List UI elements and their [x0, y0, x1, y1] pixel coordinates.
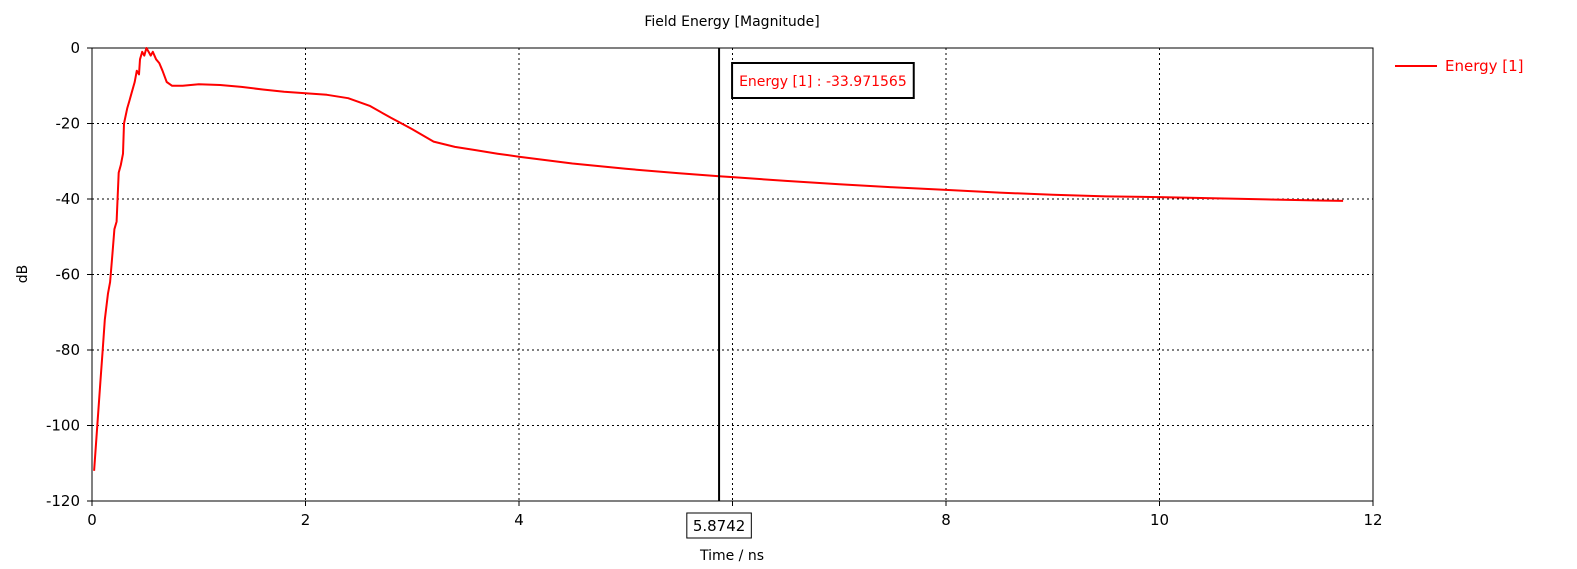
x-tick-label: 8 — [941, 511, 951, 529]
legend: Energy [1] — [1395, 57, 1524, 75]
x-axis-label: Time / ns — [699, 548, 764, 564]
chart-title: Field Energy [Magnitude] — [644, 14, 819, 30]
y-tick-label: 0 — [70, 39, 80, 57]
marker-readout-text: Energy [1] : -33.971565 — [739, 74, 907, 90]
marker-x-value: 5.8742 — [693, 517, 746, 535]
y-tick-label: -20 — [56, 115, 81, 133]
x-tick-label: 10 — [1150, 511, 1169, 529]
axis-ticks: 0246810120-20-40-60-80-100-120 — [46, 39, 1383, 529]
series-line-energy-1 — [93, 47, 1344, 471]
series-layer — [93, 47, 1344, 471]
y-tick-label: -120 — [46, 492, 80, 510]
x-tick-label: 12 — [1363, 511, 1382, 529]
y-tick-label: -60 — [56, 266, 81, 284]
marker-readout-box — [731, 62, 915, 99]
y-axis-label: dB — [15, 265, 31, 284]
y-tick-label: -80 — [56, 341, 81, 359]
marker-x-value-box[interactable] — [686, 512, 752, 539]
y-tick-label: -40 — [56, 190, 81, 208]
grid-layer — [92, 48, 1373, 501]
x-tick-label: 2 — [301, 511, 311, 529]
x-tick-label: 0 — [87, 511, 97, 529]
legend-label-energy-1: Energy [1] — [1445, 57, 1524, 75]
y-tick-label: -100 — [46, 417, 80, 435]
x-tick-label: 4 — [514, 511, 524, 529]
